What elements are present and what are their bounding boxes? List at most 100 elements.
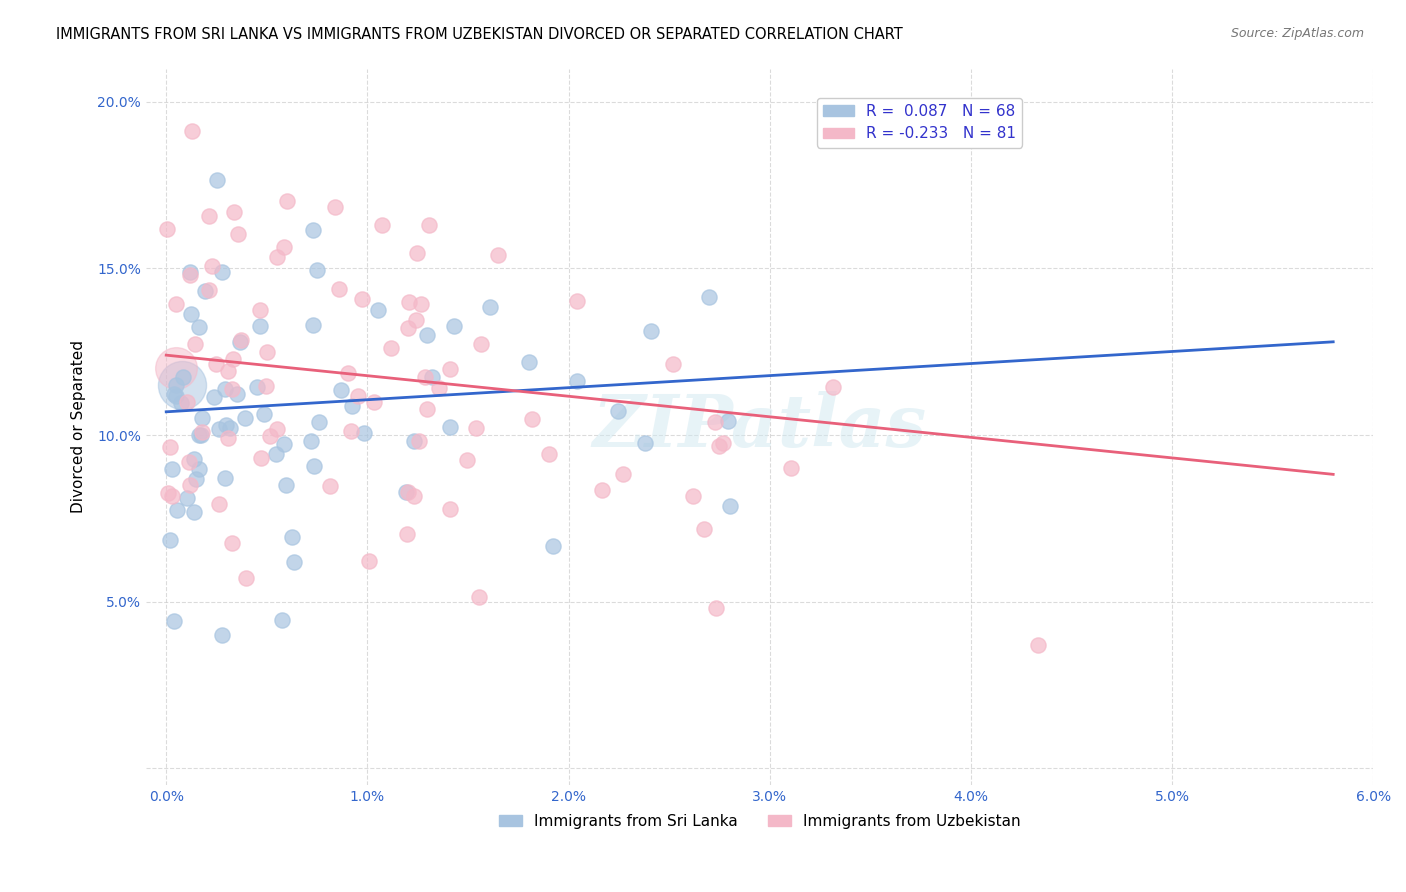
Point xyxy=(565,294,588,309)
Point xyxy=(235,571,257,585)
Point xyxy=(697,289,720,303)
Point xyxy=(183,451,205,466)
Point xyxy=(281,530,304,544)
Point xyxy=(302,318,325,333)
Point xyxy=(350,293,373,307)
Point xyxy=(172,378,194,392)
Point xyxy=(415,401,437,416)
Point xyxy=(249,318,271,333)
Point xyxy=(264,447,287,461)
Point xyxy=(711,435,734,450)
Point xyxy=(704,601,727,615)
Point xyxy=(1028,638,1050,652)
Point xyxy=(181,124,204,138)
Point xyxy=(165,389,187,403)
Point xyxy=(163,614,186,628)
Point xyxy=(221,536,243,550)
Point xyxy=(184,337,207,351)
Point xyxy=(187,427,209,442)
Point xyxy=(170,396,193,410)
Point xyxy=(357,554,380,568)
Point xyxy=(160,461,183,475)
Legend: Immigrants from Sri Lanka, Immigrants from Uzbekistan: Immigrants from Sri Lanka, Immigrants fr… xyxy=(492,807,1026,835)
Point xyxy=(380,342,402,356)
Point xyxy=(226,387,249,401)
Point xyxy=(396,321,419,335)
Point xyxy=(266,250,288,264)
Point xyxy=(591,483,613,497)
Point xyxy=(179,477,201,491)
Point xyxy=(214,471,236,485)
Point xyxy=(443,319,465,334)
Point xyxy=(183,505,205,519)
Point xyxy=(395,484,418,499)
Point xyxy=(398,294,420,309)
Point xyxy=(226,227,249,241)
Point xyxy=(172,370,194,384)
Point xyxy=(160,489,183,503)
Point xyxy=(202,390,225,404)
Point xyxy=(191,425,214,439)
Point xyxy=(208,422,231,436)
Point xyxy=(468,590,491,604)
Point xyxy=(201,260,224,274)
Point xyxy=(246,380,269,394)
Point xyxy=(273,437,295,451)
Point xyxy=(156,222,179,236)
Point xyxy=(692,522,714,536)
Point xyxy=(302,459,325,474)
Point xyxy=(634,436,657,450)
Point xyxy=(274,478,297,492)
Point xyxy=(367,303,389,318)
Point xyxy=(197,210,219,224)
Point xyxy=(276,194,298,209)
Point xyxy=(177,455,200,469)
Point xyxy=(205,358,228,372)
Point xyxy=(190,427,212,442)
Y-axis label: Divorced or Separated: Divorced or Separated xyxy=(72,341,86,513)
Point xyxy=(302,223,325,237)
Point xyxy=(253,407,276,421)
Point xyxy=(682,489,704,503)
Point xyxy=(308,415,330,429)
Point xyxy=(347,389,370,403)
Point xyxy=(283,555,305,569)
Text: IMMIGRANTS FROM SRI LANKA VS IMMIGRANTS FROM UZBEKISTAN DIVORCED OR SEPARATED CO: IMMIGRANTS FROM SRI LANKA VS IMMIGRANTS … xyxy=(56,27,903,42)
Point xyxy=(402,434,425,448)
Point xyxy=(821,380,844,394)
Point xyxy=(662,357,685,371)
Point xyxy=(256,344,278,359)
Point xyxy=(157,485,180,500)
Point xyxy=(418,219,440,233)
Point xyxy=(273,240,295,254)
Point xyxy=(218,420,240,434)
Point xyxy=(222,351,245,366)
Point xyxy=(211,628,233,642)
Point xyxy=(707,439,730,453)
Point xyxy=(323,200,346,214)
Point xyxy=(159,533,181,548)
Point xyxy=(337,366,360,380)
Point xyxy=(416,327,439,342)
Point xyxy=(250,451,273,466)
Point xyxy=(217,432,239,446)
Point xyxy=(718,499,741,513)
Point xyxy=(180,307,202,321)
Point xyxy=(409,296,432,310)
Point xyxy=(176,491,198,506)
Point xyxy=(340,424,363,438)
Point xyxy=(222,204,245,219)
Point xyxy=(470,337,492,351)
Point xyxy=(179,268,201,282)
Point xyxy=(208,497,231,511)
Point xyxy=(188,462,211,476)
Point xyxy=(249,303,271,318)
Point xyxy=(165,297,187,311)
Point xyxy=(214,382,236,396)
Point xyxy=(363,395,385,409)
Point xyxy=(221,382,243,396)
Point xyxy=(166,503,188,517)
Point xyxy=(191,411,214,425)
Point xyxy=(517,354,540,368)
Point xyxy=(537,446,560,460)
